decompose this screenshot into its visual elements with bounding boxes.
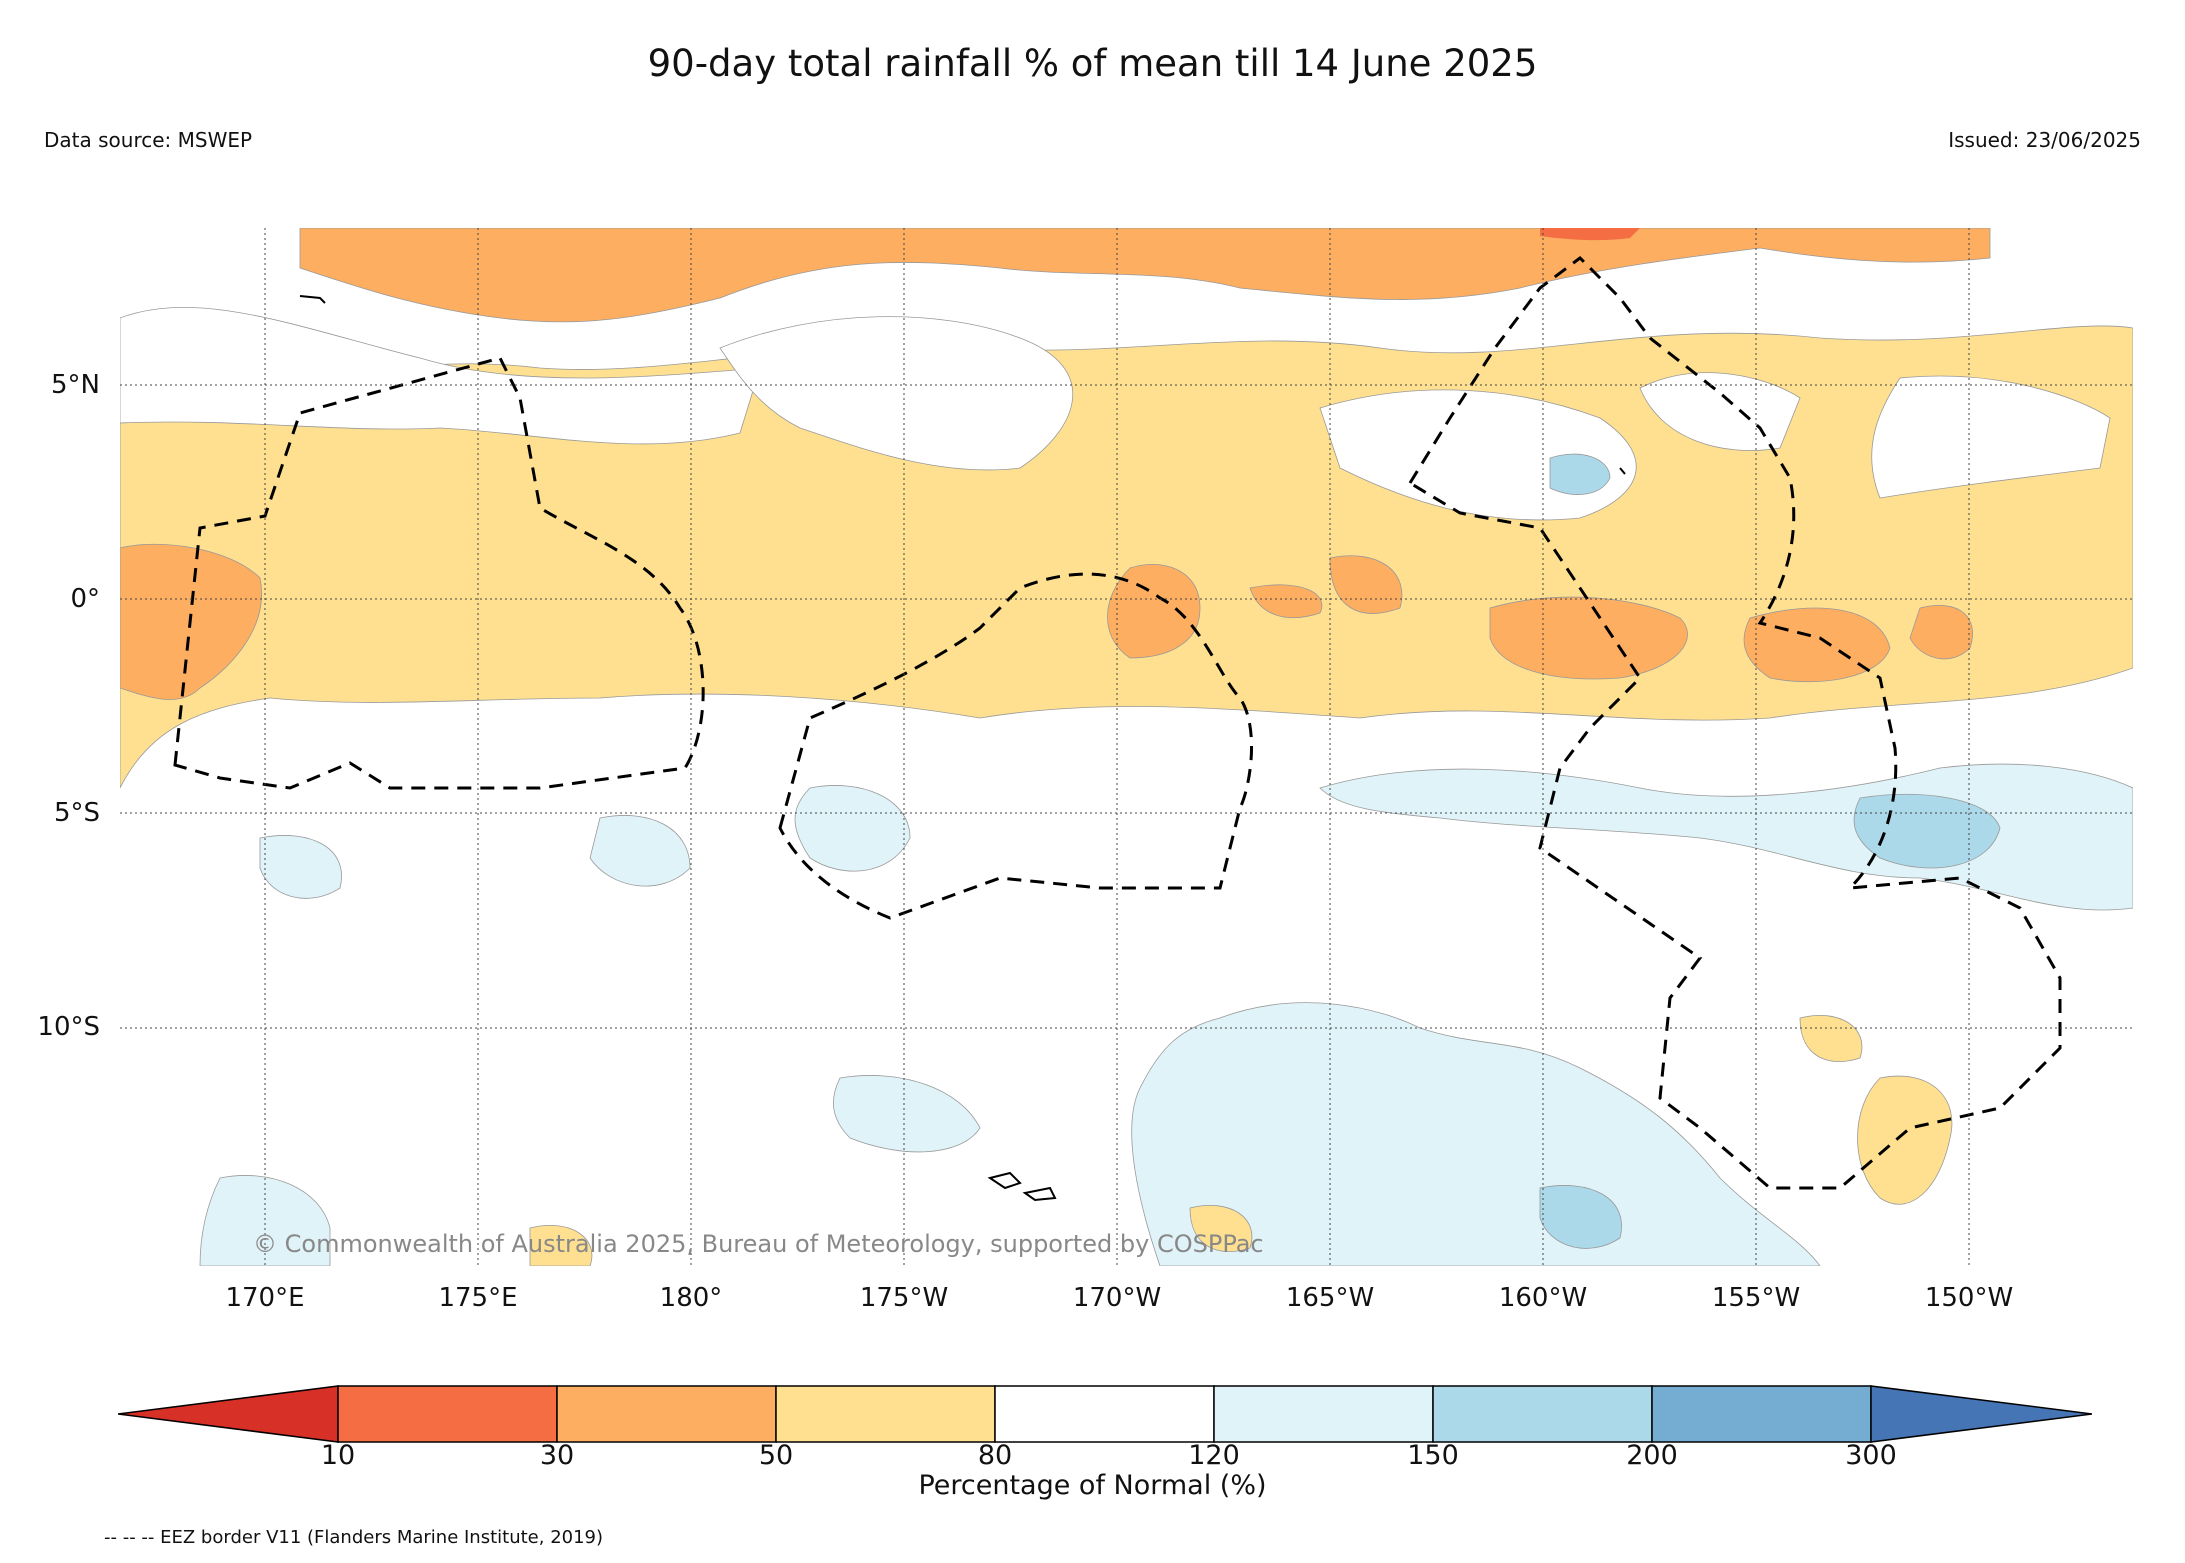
colorbar-svg	[117, 1385, 2093, 1443]
colorbar-tick-label: 120	[1188, 1440, 1240, 1471]
above-normal-region	[259, 835, 342, 899]
lat-tick-label: 5°S	[53, 798, 100, 828]
below-normal-region	[1799, 1015, 1863, 1062]
lat-tick-label: 10°S	[37, 1012, 100, 1042]
map-title: 90-day total rainfall % of mean till 14 …	[647, 42, 1538, 85]
copyright-label: © Commonwealth of Australia 2025, Bureau…	[253, 1230, 1264, 1258]
colorbar-title: Percentage of Normal (%)	[918, 1470, 1267, 1501]
dry-region	[1489, 596, 1688, 680]
very-dry-region	[1540, 228, 1640, 241]
dry-region	[1249, 584, 1323, 619]
lon-tick-label: 170°E	[225, 1283, 305, 1313]
graticule	[120, 228, 2133, 1266]
colorbar-tick-label: 80	[977, 1440, 1013, 1471]
above-normal-region	[833, 1075, 981, 1153]
lon-tick-label: 170°W	[1072, 1283, 1162, 1313]
lon-tick-label: 175°E	[438, 1283, 518, 1313]
wet-region	[1539, 1185, 1622, 1249]
wet-region	[1549, 453, 1611, 495]
below-normal-region	[1857, 1075, 1953, 1205]
rainfall-map-svg	[119, 227, 2134, 1267]
normal-region	[1639, 372, 1801, 451]
colorbar-tick-label: 10	[320, 1440, 356, 1471]
lon-tick-label: 175°W	[859, 1283, 949, 1313]
normal-region	[719, 316, 1074, 471]
colorbar-segment	[337, 1385, 558, 1443]
dry-region	[1107, 564, 1201, 659]
colorbar-segment	[994, 1385, 1215, 1443]
colorbar-tick-label: 30	[539, 1440, 575, 1471]
lon-tick-label: 180°	[659, 1283, 723, 1313]
dry-region	[1329, 555, 1403, 614]
rainfall-map	[119, 227, 2134, 1267]
colorbar-segment	[556, 1385, 777, 1443]
colorbar	[117, 1384, 2093, 1444]
lat-tick-label: 0°	[70, 584, 100, 614]
eez-borders	[173, 256, 2062, 1190]
dry-region	[1743, 607, 1891, 683]
above-normal-region	[1131, 1002, 1821, 1267]
data-source-label: Data source: MSWEP	[44, 128, 253, 152]
above-normal-region	[589, 815, 691, 887]
colorbar-tick-label: 300	[1845, 1440, 1897, 1471]
colorbar-tick-label: 200	[1626, 1440, 1678, 1471]
below-normal-region	[1189, 1205, 1253, 1252]
below-normal-region	[529, 1224, 593, 1267]
colorbar-extend-low	[117, 1385, 339, 1443]
lon-tick-label: 160°W	[1498, 1283, 1588, 1313]
colorbar-segment	[1213, 1385, 1434, 1443]
lat-tick-label: 5°N	[51, 370, 100, 400]
issued-date-label: Issued: 23/06/2025	[1948, 128, 2141, 152]
eez-border-note: -- -- -- EEZ border V11 (Flanders Marine…	[104, 1527, 604, 1548]
above-normal-region	[199, 1175, 331, 1267]
dry-region	[299, 227, 1991, 323]
colorbar-tick-label: 50	[758, 1440, 794, 1471]
lon-tick-label: 155°W	[1711, 1283, 1801, 1313]
colorbar-segment	[775, 1385, 996, 1443]
colorbar-extend-high	[1870, 1385, 2093, 1443]
dry-region	[1909, 605, 1973, 660]
lon-tick-label: 165°W	[1285, 1283, 1375, 1313]
island-outlines	[299, 295, 1626, 1202]
normal-region	[1871, 375, 2111, 499]
above-normal-region	[794, 785, 911, 872]
colorbar-tick-label: 150	[1407, 1440, 1459, 1471]
colorbar-segment	[1651, 1385, 1872, 1443]
lon-tick-label: 150°W	[1924, 1283, 2014, 1313]
colorbar-segment	[1432, 1385, 1653, 1443]
